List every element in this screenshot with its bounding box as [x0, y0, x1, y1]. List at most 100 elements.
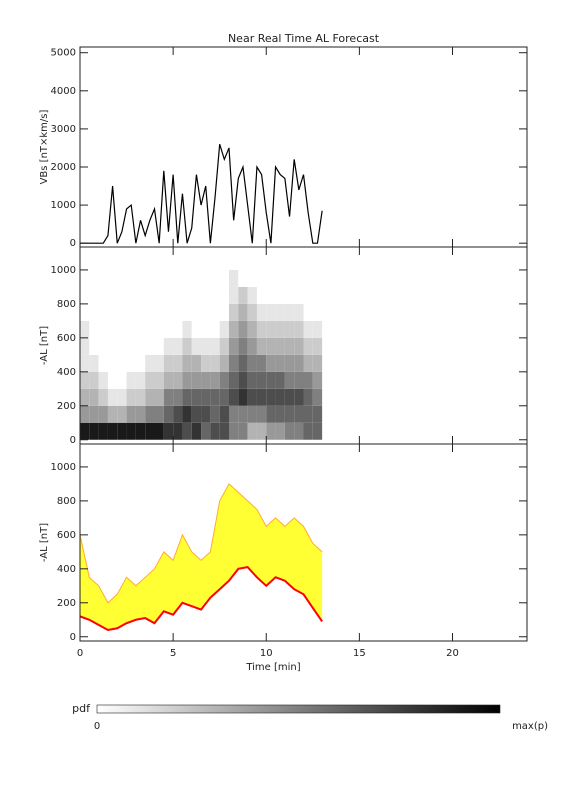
heat-cell: [135, 269, 146, 287]
heat-cell: [238, 320, 248, 338]
heat-cell: [238, 303, 248, 321]
heat-cell: [238, 405, 248, 423]
heat-cell: [173, 422, 183, 440]
heat-cell: [266, 303, 276, 321]
heat-cell: [117, 388, 127, 406]
heat-cell: [80, 371, 90, 389]
heat-cell: [238, 269, 248, 287]
heat-cell: [173, 405, 183, 423]
heat-cell: [107, 269, 118, 287]
heat-cell: [107, 354, 118, 372]
heat-cell: [173, 269, 183, 287]
heat-cell: [80, 422, 90, 440]
heat-cell: [284, 422, 295, 440]
y-tick-label: 400: [57, 367, 76, 378]
heat-cell: [182, 303, 192, 321]
heat-cell: [145, 286, 155, 304]
heat-cell: [303, 269, 313, 287]
heat-cell: [173, 337, 183, 355]
heat-cell: [303, 286, 313, 304]
heat-cell: [182, 422, 192, 440]
heat-cell: [98, 354, 108, 372]
heat-cell: [98, 303, 108, 321]
heat-cell: [201, 371, 211, 389]
heat-cell: [145, 422, 155, 440]
x-tick-label: 10: [260, 648, 273, 659]
heat-cell: [89, 269, 99, 287]
heat-cell: [201, 269, 211, 287]
heat-cell: [154, 354, 164, 372]
heat-cell: [182, 337, 192, 355]
band-fill: [80, 483, 323, 630]
heat-cell: [117, 337, 127, 355]
heat-cell: [154, 405, 164, 423]
heat-cell: [173, 320, 183, 338]
heat-cell: [182, 405, 192, 423]
heat-cell: [284, 269, 295, 287]
heat-cell: [210, 405, 220, 423]
heat-cell: [126, 286, 136, 304]
heat-cell: [201, 388, 211, 406]
heat-cell: [89, 388, 99, 406]
heat-cell: [256, 388, 267, 406]
heat-cell: [303, 371, 313, 389]
heat-cell: [117, 354, 127, 372]
heat-cell: [229, 354, 239, 372]
colorbar: [96, 704, 501, 714]
heat-cell: [312, 388, 323, 406]
heat-cell: [126, 422, 136, 440]
heat-cell: [201, 286, 211, 304]
y-tick-label: 600: [57, 333, 76, 344]
heat-cell: [284, 371, 295, 389]
heat-cell: [145, 371, 155, 389]
heat-cell: [154, 286, 164, 304]
y-tick-label: 400: [57, 564, 76, 575]
heat-cell: [210, 422, 220, 440]
heat-cell: [275, 354, 285, 372]
data-line: [80, 143, 323, 244]
heat-cell: [135, 303, 146, 321]
heat-cell: [275, 269, 285, 287]
heat-cell: [135, 320, 146, 338]
heat-cell: [191, 269, 202, 287]
heat-cell: [191, 388, 202, 406]
heat-cell: [182, 388, 192, 406]
heat-cell: [238, 388, 248, 406]
heat-cell: [275, 303, 285, 321]
heat-cell: [275, 388, 285, 406]
heat-cell: [303, 337, 313, 355]
y-tick-label: 0: [70, 238, 76, 249]
heat-cell: [107, 337, 118, 355]
heat-cell: [145, 354, 155, 372]
heat-cell: [303, 320, 313, 338]
heat-cell: [312, 354, 323, 372]
heat-cell: [107, 371, 118, 389]
heat-cell: [154, 269, 164, 287]
heat-cell: [126, 388, 136, 406]
heat-cell: [126, 354, 136, 372]
heat-cell: [275, 422, 285, 440]
heat-cell: [256, 286, 267, 304]
heat-cell: [312, 371, 323, 389]
heat-cell: [312, 269, 323, 287]
heat-cell: [163, 320, 174, 338]
heat-cell: [154, 371, 164, 389]
heat-cell: [247, 354, 257, 372]
heat-cell: [266, 269, 276, 287]
heat-cell: [229, 405, 239, 423]
heat-cell: [135, 337, 146, 355]
heat-cell: [266, 354, 276, 372]
heat-cell: [210, 269, 220, 287]
heat-cell: [219, 337, 229, 355]
y-tick-label: 1000: [51, 200, 76, 211]
heat-cell: [266, 405, 276, 423]
heat-cell: [201, 405, 211, 423]
heat-cell: [238, 286, 248, 304]
y-tick-label: 2000: [51, 162, 76, 173]
heat-cell: [98, 320, 108, 338]
heat-cell: [219, 371, 229, 389]
y-tick-label: 800: [57, 496, 76, 507]
heat-cell: [256, 303, 267, 321]
heat-cell: [145, 303, 155, 321]
